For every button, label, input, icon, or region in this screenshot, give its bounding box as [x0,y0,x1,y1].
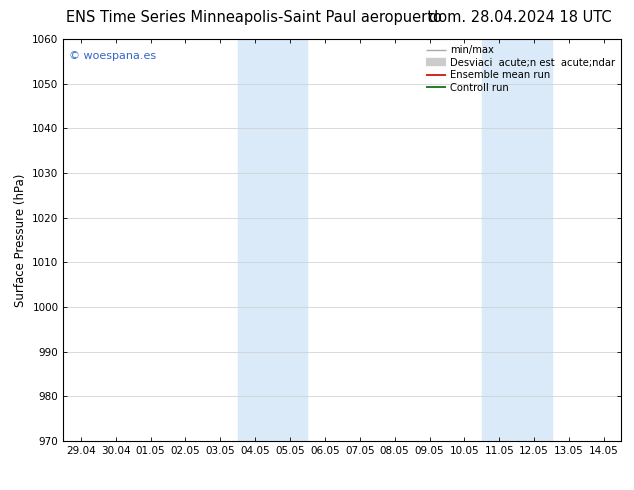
Text: © woespana.es: © woespana.es [69,51,156,61]
Bar [482,39,552,441]
Y-axis label: Surface Pressure (hPa): Surface Pressure (hPa) [14,173,27,307]
Text: dom. 28.04.2024 18 UTC: dom. 28.04.2024 18 UTC [429,10,611,24]
Text: ENS Time Series Minneapolis-Saint Paul aeropuerto: ENS Time Series Minneapolis-Saint Paul a… [66,10,441,24]
Bar [238,39,307,441]
Legend: min/max, Desviaci  acute;n est  acute;ndar, Ensemble mean run, Controll run: min/max, Desviaci acute;n est acute;ndar… [422,41,619,97]
